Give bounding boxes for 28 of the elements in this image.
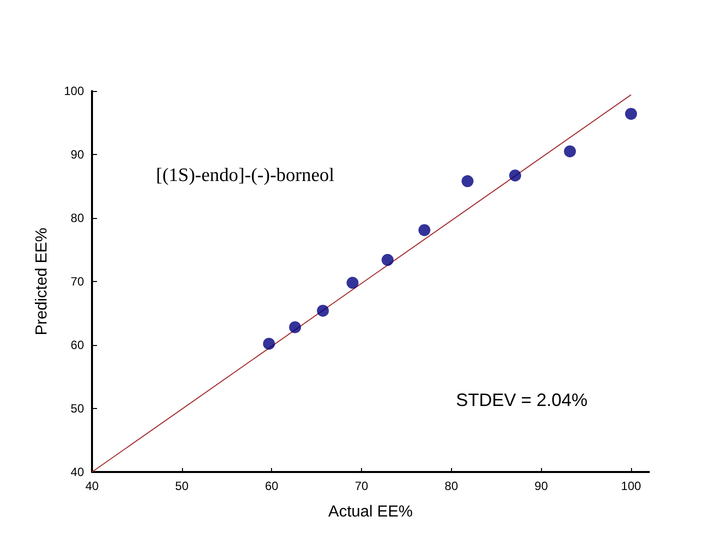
point bbox=[316, 304, 329, 317]
y-tick-label: 90 bbox=[70, 148, 84, 162]
y-tick-label: 80 bbox=[70, 211, 84, 225]
point bbox=[625, 108, 638, 120]
x-tick-label: 70 bbox=[354, 479, 369, 493]
point bbox=[564, 145, 576, 158]
x-tick-label: 90 bbox=[534, 479, 548, 493]
annotation: STDEV = 2.04% bbox=[456, 390, 588, 410]
point bbox=[382, 254, 394, 266]
x-tick-label: 60 bbox=[265, 479, 279, 493]
point bbox=[289, 321, 302, 334]
point bbox=[262, 338, 275, 350]
y-tick-label: 60 bbox=[70, 338, 84, 352]
x-tick-label: 40 bbox=[85, 479, 99, 493]
y-tick-label: 100 bbox=[64, 84, 84, 98]
point bbox=[346, 276, 359, 289]
point bbox=[462, 175, 474, 188]
x-axis-title: Actual EE% bbox=[328, 504, 413, 520]
y-tick-label: 50 bbox=[70, 402, 84, 416]
point bbox=[418, 224, 430, 236]
x-tick-label: 50 bbox=[175, 479, 189, 493]
y-axis-title: Predicted EE% bbox=[34, 228, 50, 336]
y-tick-label: 40 bbox=[70, 465, 84, 479]
y-tick-label: 70 bbox=[70, 274, 84, 288]
point bbox=[509, 169, 522, 182]
x-tick-label: 80 bbox=[444, 479, 458, 493]
annotation: [(1S)-endo]-(-)-borneol bbox=[156, 165, 334, 186]
x-tick-label: 100 bbox=[621, 479, 642, 493]
